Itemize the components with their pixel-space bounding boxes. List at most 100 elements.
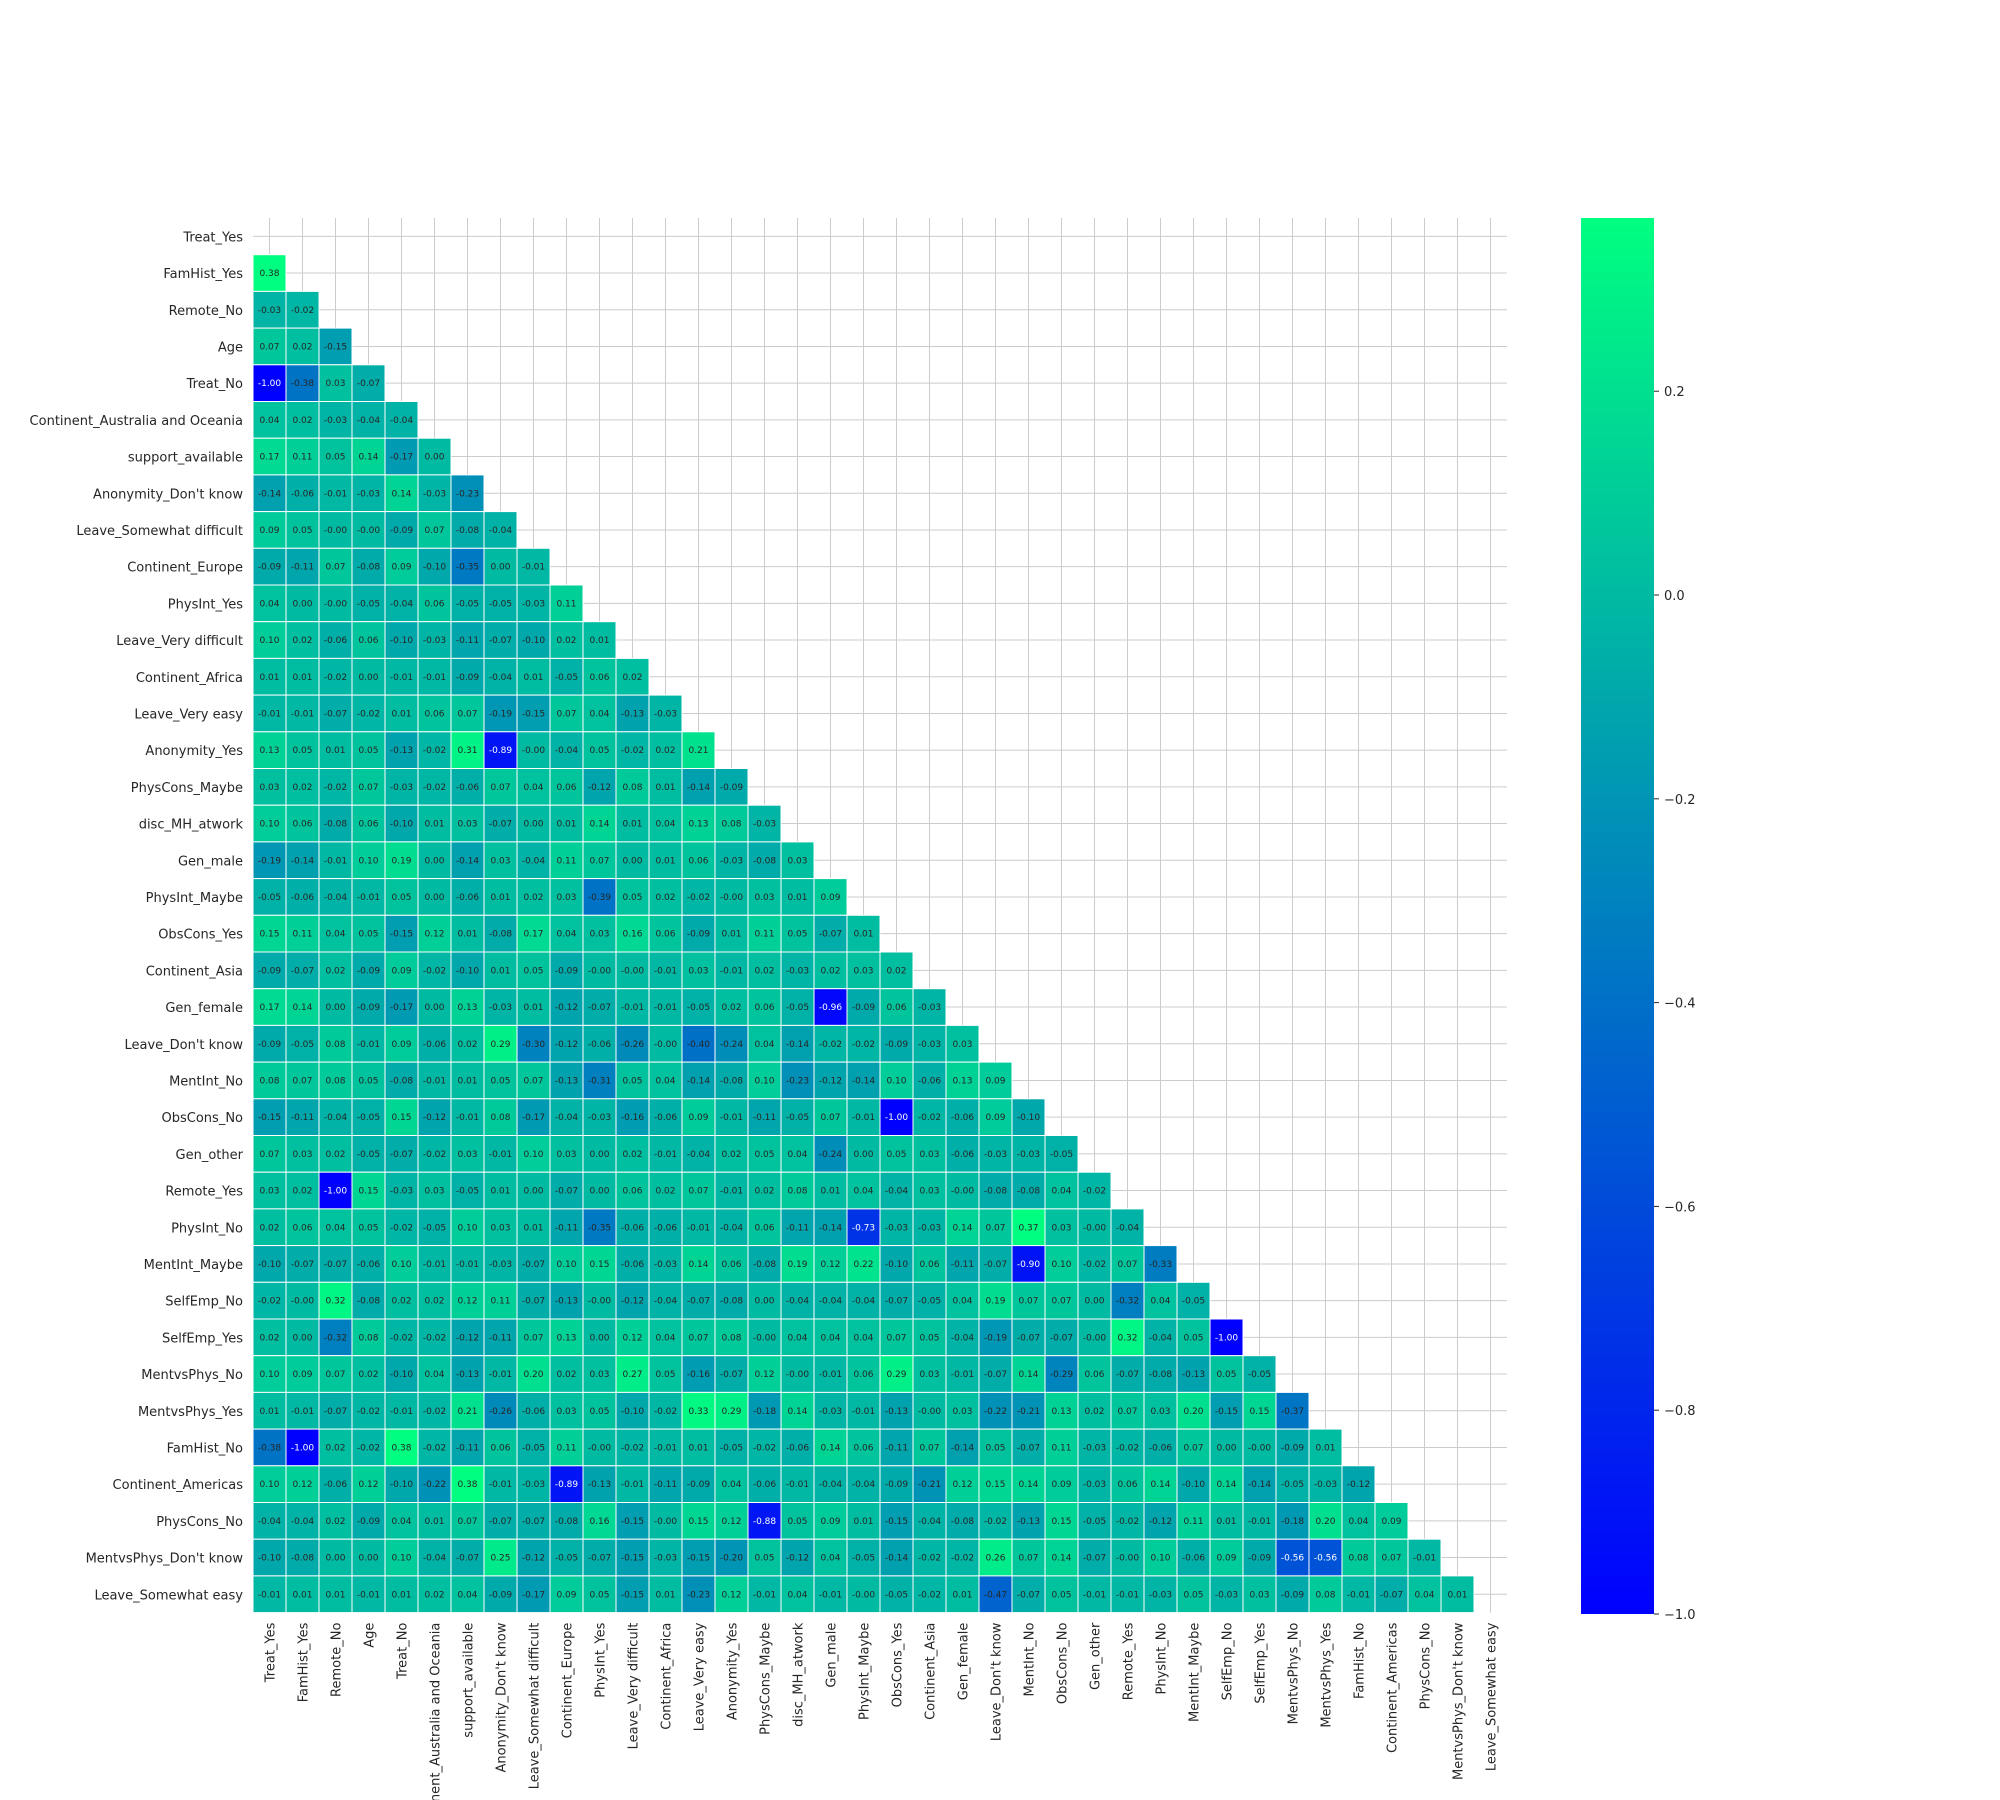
cell-value-label: -0.01 <box>357 893 380 903</box>
cell-value-label: -0.06 <box>291 489 315 499</box>
cell-value-label: -0.09 <box>885 1480 909 1490</box>
heatmap-cell <box>549 1318 584 1357</box>
heatmap-cell <box>417 1245 452 1283</box>
cell-value-label: -0.02 <box>852 1040 875 1050</box>
row-label: Age <box>218 340 243 355</box>
cell-value-label: -0.01 <box>621 1003 644 1013</box>
cell-value-label: -0.02 <box>324 673 347 683</box>
cell-value-label: -0.05 <box>423 1223 446 1233</box>
heatmap-cell <box>747 951 782 990</box>
cell-value-label: 0.01 <box>655 856 675 866</box>
row-label: MentvsPhys_Yes <box>138 1405 243 1420</box>
heatmap-cell <box>1044 1281 1079 1320</box>
cell-value-label: -0.06 <box>786 1443 810 1453</box>
cell-value-label: 0.05 <box>787 930 807 940</box>
cell-value-label: -0.06 <box>522 1407 546 1417</box>
heatmap-cell <box>450 1135 485 1173</box>
cell-value-label: -0.01 <box>720 1187 743 1197</box>
cell-value-label: 0.02 <box>292 342 312 352</box>
heatmap-cell <box>714 1575 749 1614</box>
heatmap-cell <box>252 804 287 843</box>
cell-value-label: -0.12 <box>819 1076 842 1086</box>
heatmap-cell <box>450 1318 485 1357</box>
row-label: Continent_Asia <box>146 964 243 979</box>
cell-value-label: 0.12 <box>952 1480 972 1490</box>
cell-value-label: -0.01 <box>654 966 677 976</box>
cell-value-label: 0.04 <box>787 1590 807 1600</box>
cell-value-label: 0.11 <box>292 930 312 940</box>
cell-value-label: 0.08 <box>622 783 642 793</box>
heatmap-cell <box>450 547 485 586</box>
column-label: Leave_Somewhat easy <box>1485 1622 1500 1771</box>
cell-value-label: 0.07 <box>1117 1407 1137 1417</box>
cell-value-label: -0.07 <box>984 1370 1007 1380</box>
heatmap-cell <box>945 1061 980 1100</box>
heatmap-cell <box>351 694 386 733</box>
cell-value-label: -0.04 <box>489 673 513 683</box>
cell-value-label: 0.00 <box>325 1554 345 1564</box>
cell-value-label: 0.02 <box>655 893 675 903</box>
heatmap-cell <box>681 1318 716 1357</box>
cell-value-label: -0.05 <box>555 673 578 683</box>
heatmap-cell <box>351 1465 386 1504</box>
heatmap-cell <box>252 768 287 806</box>
cell-value-label: -0.73 <box>852 1223 875 1233</box>
row-label: Remote_No <box>169 304 243 319</box>
cell-value-label: 0.25 <box>490 1554 510 1564</box>
cell-value-label: -0.15 <box>687 1554 710 1564</box>
heatmap-cell <box>714 914 749 953</box>
row-label: SelfEmp_Yes <box>162 1331 243 1346</box>
cell-value-label: 0.06 <box>589 673 609 683</box>
cell-value-label: -0.22 <box>984 1407 1007 1417</box>
heatmap-cell <box>813 1281 848 1320</box>
cell-value-label: -1.00 <box>885 1113 909 1123</box>
heatmap-cell <box>516 1171 551 1210</box>
cell-value-label: 0.05 <box>589 1590 609 1600</box>
heatmap-cell <box>1044 1318 1079 1357</box>
cell-value-label: -0.11 <box>291 1113 314 1123</box>
heatmap-cell <box>417 547 452 586</box>
heatmap-cell <box>351 1171 386 1210</box>
cell-value-label: 0.07 <box>1051 1297 1071 1307</box>
cell-value-label: -0.04 <box>258 1517 282 1527</box>
cell-value-label: 0.16 <box>622 930 642 940</box>
heatmap-cell <box>318 657 353 696</box>
heatmap-cell <box>681 1355 716 1393</box>
cell-value-label: -0.01 <box>819 1370 842 1380</box>
cell-value-label: -0.03 <box>390 1187 413 1197</box>
heatmap-cell <box>1374 1575 1409 1614</box>
heatmap-cell <box>1407 1538 1442 1577</box>
cell-value-label: -0.01 <box>489 1480 512 1490</box>
heatmap-cell <box>648 1355 683 1393</box>
row-label: Gen_female <box>165 1001 243 1016</box>
cell-value-label: 0.31 <box>457 746 477 756</box>
heatmap-cell <box>285 437 320 476</box>
heatmap-cell <box>648 731 683 769</box>
heatmap-cell <box>681 768 716 806</box>
row-label: ObsCons_No <box>162 1111 244 1126</box>
cell-value-label: -0.03 <box>324 416 347 426</box>
column-label: Anonymity_Don't know <box>495 1622 510 1772</box>
heatmap-cell <box>318 1098 353 1137</box>
cell-value-label: 0.03 <box>424 1187 444 1197</box>
cell-value-label: -0.02 <box>687 893 710 903</box>
heatmap-cell <box>582 804 617 843</box>
cell-value-label: -0.12 <box>786 1554 809 1564</box>
cell-value-label: -0.14 <box>687 1076 711 1086</box>
heatmap-cell <box>351 474 386 513</box>
cell-value-label: -0.01 <box>852 1113 875 1123</box>
heatmap-cell <box>813 1208 848 1247</box>
cell-value-label: 0.10 <box>886 1076 906 1086</box>
heatmap-cell <box>714 1171 749 1210</box>
cell-value-label: -0.01 <box>357 1040 380 1050</box>
cell-value-label: 0.02 <box>259 1333 279 1343</box>
cell-value-label: 0.01 <box>523 1223 543 1233</box>
heatmap-cell <box>252 511 287 549</box>
heatmap-cell <box>417 437 452 476</box>
heatmap-cell <box>252 1245 287 1283</box>
cell-value-label: -0.23 <box>786 1076 809 1086</box>
cell-value-label: -0.11 <box>951 1260 974 1270</box>
cell-value-label: -0.05 <box>786 1003 809 1013</box>
cell-value-label: 0.03 <box>556 893 576 903</box>
cell-value-label: -0.89 <box>489 746 513 756</box>
